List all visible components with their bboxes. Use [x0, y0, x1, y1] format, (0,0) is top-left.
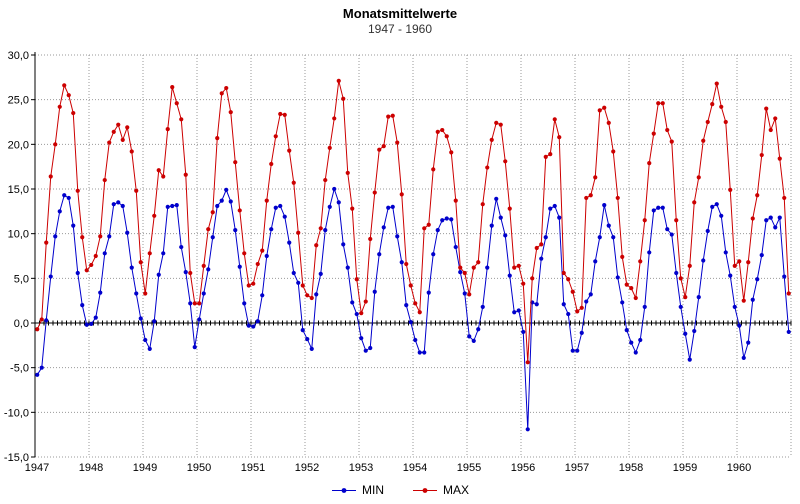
svg-text:1947: 1947: [25, 462, 49, 474]
svg-text:1960: 1960: [727, 462, 751, 474]
plot-area: 30,0 25,0 20,0 15,0 10,0 5,0 0,0 -5,0 -10,0 -15,0…: [4, 50, 792, 474]
svg-text:15,0: 15,0: [8, 184, 29, 196]
svg-text:1957: 1957: [565, 462, 589, 474]
legend-label-max: MAX: [442, 483, 469, 497]
svg-text:1948: 1948: [79, 462, 103, 474]
legend: MIN MAX: [0, 480, 800, 500]
svg-text:1956: 1956: [511, 462, 535, 474]
svg-text:1952: 1952: [295, 462, 319, 474]
svg-text:0,0: 0,0: [14, 318, 29, 330]
svg-text:10,0: 10,0: [8, 229, 29, 241]
svg-text:1958: 1958: [619, 462, 643, 474]
svg-text:1951: 1951: [241, 462, 265, 474]
legend-item-min[interactable]: MIN: [331, 483, 384, 497]
legend-label-min: MIN: [361, 483, 384, 497]
svg-text:5,0: 5,0: [14, 273, 29, 285]
svg-text:30,0: 30,0: [8, 50, 29, 62]
svg-text:1949: 1949: [133, 462, 157, 474]
min-series-marker-icon: [331, 487, 356, 493]
svg-text:-15,0: -15,0: [4, 452, 29, 464]
svg-text:1954: 1954: [403, 462, 427, 474]
max-series-marker-icon: [412, 487, 437, 493]
chart-title: Monatsmittelwerte: [342, 6, 458, 21]
svg-text:25,0: 25,0: [8, 95, 29, 107]
svg-text:1955: 1955: [457, 462, 481, 474]
svg-text:-5,0: -5,0: [10, 363, 29, 375]
svg-text:1959: 1959: [673, 462, 697, 474]
chart-subtitle: 1947 - 1960: [367, 22, 433, 36]
svg-text:1953: 1953: [349, 462, 373, 474]
svg-text:-10,0: -10,0: [4, 407, 29, 419]
svg-text:1950: 1950: [187, 462, 211, 474]
svg-text:20,0: 20,0: [8, 139, 29, 151]
legend-item-max[interactable]: MAX: [412, 483, 469, 497]
